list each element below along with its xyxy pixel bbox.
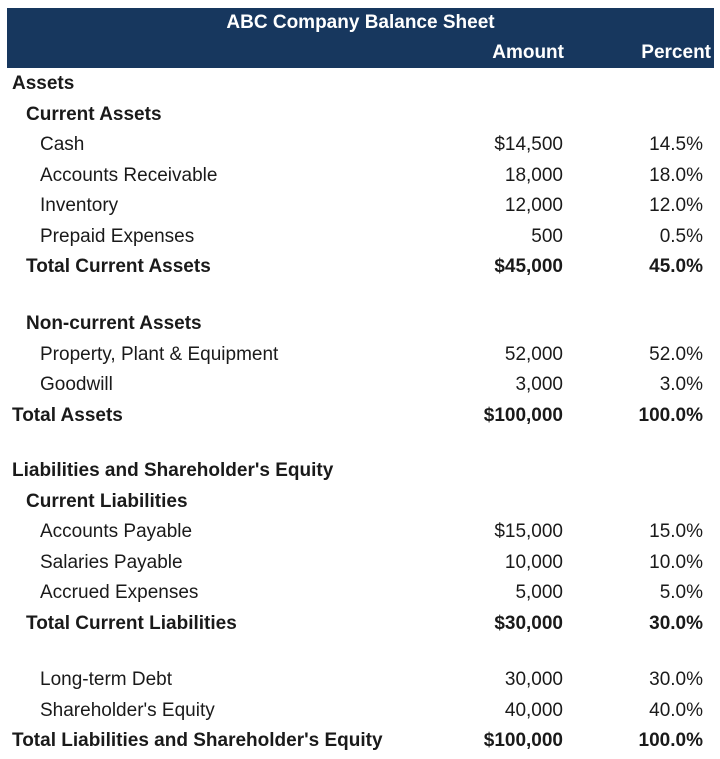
table-row: Shareholder's Equity 40,000 40.0% (0, 696, 720, 726)
table-row: Accounts Receivable 18,000 18.0% (0, 161, 720, 191)
table-row: Property, Plant & Equipment 52,000 52.0% (0, 340, 720, 370)
percent-cell: 30.0% (649, 669, 703, 690)
table-row: Total Liabilities and Shareholder's Equi… (0, 726, 720, 756)
table-row: Accounts Payable $15,000 15.0% (0, 517, 720, 547)
table-row: Prepaid Expenses 500 0.5% (0, 222, 720, 252)
table-row: Total Current Assets $45,000 45.0% (0, 252, 720, 282)
percent-cell: 18.0% (649, 164, 703, 186)
row-label: Salaries Payable (40, 551, 183, 573)
row-label: Accounts Payable (40, 521, 193, 542)
table-row: Liabilities and Shareholder's Equity (0, 456, 720, 486)
percent-cell: 5.0% (659, 582, 703, 603)
table-row: Goodwill 3,000 3.0% (0, 370, 720, 400)
row-label: Liabilities and Shareholder's Equity (12, 460, 334, 481)
row-label: Current Liabilities (26, 490, 188, 512)
row-label: Total Current Assets (26, 256, 211, 277)
amount-cell: 3,000 (515, 374, 563, 395)
row-label: Accrued Expenses (40, 582, 199, 603)
row-label: Non-current Assets (26, 313, 202, 334)
row-label: Current Assets (26, 103, 162, 125)
table-row: Current Assets (0, 100, 720, 130)
amount-cell: $100,000 (483, 730, 563, 751)
amount-cell: 5,000 (515, 582, 563, 603)
percent-cell: 52.0% (649, 343, 703, 365)
table-row: Inventory 12,000 12.0% (0, 191, 720, 221)
percent-cell: 10.0% (649, 551, 703, 573)
table-row: Cash $14,500 14.5% (0, 130, 720, 160)
table-row: Accrued Expenses 5,000 5.0% (0, 578, 720, 608)
amount-cell: 500 (531, 225, 563, 247)
percent-cell: 15.0% (649, 521, 703, 542)
percent-cell: 0.5% (659, 225, 703, 247)
amount-cell: 18,000 (504, 164, 563, 186)
row-label: Accounts Receivable (40, 164, 218, 186)
percent-cell: 14.5% (649, 134, 703, 155)
amount-cell: $100,000 (483, 404, 563, 426)
amount-cell: 10,000 (504, 551, 563, 573)
table-row: Current Liabilities (0, 487, 720, 517)
amount-cell: $15,000 (494, 521, 563, 542)
table-row: Salaries Payable 10,000 10.0% (0, 548, 720, 578)
row-label: Shareholder's Equity (40, 699, 215, 721)
percent-cell: 45.0% (649, 256, 703, 277)
amount-cell: $45,000 (494, 256, 563, 277)
amount-cell: 12,000 (504, 195, 563, 216)
row-label: Total Liabilities and Shareholder's Equi… (12, 730, 383, 751)
percent-cell: 100.0% (638, 730, 703, 751)
sheet-title: ABC Company Balance Sheet (7, 8, 714, 38)
row-label: Cash (40, 134, 85, 155)
row-label: Total Current Liabilities (26, 612, 237, 634)
row-label: Long-term Debt (40, 669, 173, 690)
table-row: Assets (0, 69, 720, 99)
column-header: Percent (641, 42, 711, 63)
table-row: Non-current Assets (0, 309, 720, 339)
row-label: Property, Plant & Equipment (40, 343, 279, 365)
row-label: Assets (12, 73, 75, 94)
row-label: Total Assets (12, 404, 123, 426)
table-row: Total Current Liabilities $30,000 30.0% (0, 609, 720, 639)
percent-cell: 3.0% (659, 374, 703, 395)
row-label: Prepaid Expenses (40, 225, 195, 247)
table-row: Total Assets $100,000 100.0% (0, 401, 720, 431)
column-header: Amount (492, 42, 564, 63)
header-row: Amount Percent (7, 38, 714, 68)
percent-cell: 12.0% (649, 195, 703, 216)
percent-cell: 30.0% (649, 612, 703, 634)
amount-cell: 40,000 (504, 699, 563, 721)
amount-cell: $14,500 (494, 134, 563, 155)
amount-cell: 52,000 (504, 343, 563, 365)
row-label: Inventory (40, 195, 119, 216)
amount-cell: 30,000 (504, 669, 563, 690)
table-row: Long-term Debt 30,000 30.0% (0, 665, 720, 695)
amount-cell: $30,000 (494, 612, 563, 634)
row-label: Goodwill (40, 374, 113, 395)
percent-cell: 40.0% (649, 699, 703, 721)
percent-cell: 100.0% (638, 404, 703, 426)
